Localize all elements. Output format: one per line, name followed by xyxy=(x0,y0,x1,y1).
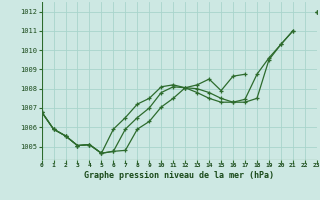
X-axis label: Graphe pression niveau de la mer (hPa): Graphe pression niveau de la mer (hPa) xyxy=(84,171,274,180)
